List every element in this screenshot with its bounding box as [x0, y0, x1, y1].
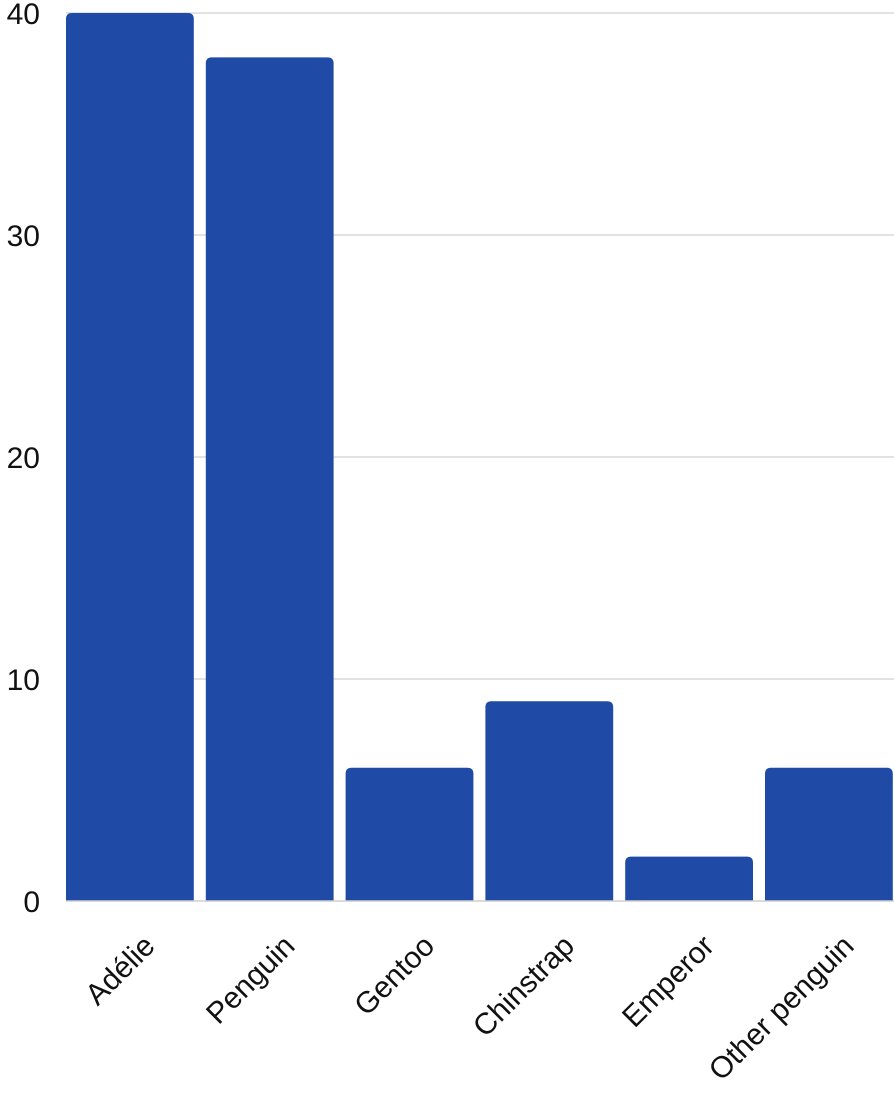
y-tick-label: 40 [7, 0, 40, 31]
bar-5 [625, 856, 753, 901]
y-tick-label: 30 [7, 220, 40, 253]
y-axis-tick-labels: 0 10 20 30 40 [7, 0, 40, 919]
y-tick-label: 10 [7, 664, 40, 697]
bar-3 [345, 767, 474, 901]
x-category-label: Other penguin [703, 929, 861, 1087]
bar-1 [66, 13, 194, 901]
gridlines [66, 12, 894, 680]
bar-4 [485, 701, 614, 901]
bar-6 [765, 767, 893, 901]
x-category-label: Emperor [616, 929, 721, 1034]
x-category-label: Chinstrap [467, 929, 581, 1043]
x-category-label: Gentoo [348, 929, 441, 1022]
bars [66, 13, 893, 901]
x-axis-category-labels: Adélie Penguin Gentoo Chinstrap EmperorOther… [79, 929, 860, 1087]
x-category-label: Adélie [79, 929, 161, 1011]
y-tick-label: 0 [23, 886, 40, 919]
x-category-label: Penguin [200, 929, 301, 1030]
bar-2 [205, 57, 334, 901]
y-tick-label: 20 [7, 442, 40, 475]
